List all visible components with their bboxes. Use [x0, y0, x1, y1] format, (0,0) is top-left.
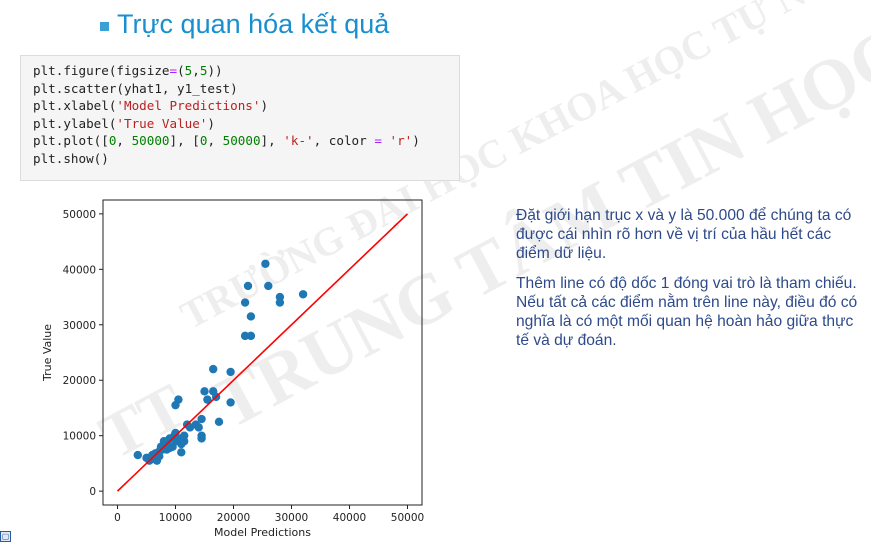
data-point: [226, 367, 235, 377]
data-point: [261, 259, 270, 268]
y-tick-label: 20000: [63, 375, 96, 387]
code-token: plt.scatter(yhat1, y1_test): [33, 80, 238, 96]
data-point: [264, 281, 273, 291]
code-token: ,: [207, 133, 223, 149]
data-point: [246, 312, 256, 321]
code-token: plt.figure(figsize: [33, 63, 170, 78]
data-point: [197, 434, 206, 443]
scatter-chart: 0 10000 20000 30000 40000 50000 0 10000 20000 300…: [41, 199, 424, 539]
code-token: plt.xlabel(: [33, 98, 117, 114]
code-token: ): [207, 115, 215, 131]
code-token: )): [207, 63, 223, 78]
bullet-icon: [100, 21, 109, 31]
code-token: 5: [199, 63, 208, 78]
code-line-3: plt.xlabel('Model Predictions'): [33, 97, 459, 115]
data-point: [203, 395, 212, 404]
code-token: (: [177, 63, 185, 78]
data-point: [240, 331, 250, 341]
data-point: [243, 281, 253, 291]
data-point: [200, 387, 209, 396]
data-point: [180, 437, 189, 446]
plot-frame: [102, 199, 423, 506]
code-token: ,: [116, 133, 132, 149]
code-token: plt.show(): [33, 150, 109, 166]
data-point: [197, 414, 206, 424]
x-tick-label: 20000: [217, 512, 250, 524]
x-tick-label: 30000: [275, 512, 308, 524]
y-tick-label: 30000: [63, 320, 96, 332]
data-point: [246, 331, 256, 341]
code-line-2: plt.scatter(yhat1, y1_test): [33, 80, 459, 98]
slide-number-icon: ▢: [0, 531, 11, 542]
y-tick-label: 50000: [63, 209, 96, 221]
data-point: [226, 398, 235, 407]
code-token: 50000: [131, 133, 170, 149]
description: Đặt giới hạn trục x và y là 50.000 để ch…: [516, 206, 861, 361]
y-tick-label: 0: [89, 486, 96, 498]
code-token: 'k-': [283, 133, 314, 149]
slide-title: Trực quan hóa kết quả: [117, 8, 390, 39]
code-token: 0: [199, 133, 208, 149]
data-point: [209, 364, 218, 374]
code-line-5: plt.plot([0, 50000], [0, 50000], 'k-', c…: [33, 132, 459, 150]
code-token: =: [374, 133, 382, 149]
code-token: ): [412, 133, 420, 149]
x-tick-label: 50000: [391, 512, 424, 524]
data-point: [298, 290, 308, 299]
code-line-1: plt.figure(figsize=(5,5)): [33, 62, 459, 80]
data-point: [133, 450, 142, 460]
y-axis-label: True Value: [41, 324, 54, 382]
code-token: ],: [260, 133, 284, 149]
data-point: [240, 298, 250, 307]
description-paragraph-1: Đặt giới hạn trục x và y là 50.000 để ch…: [516, 207, 852, 262]
code-token: =: [169, 63, 178, 78]
code-line-6: plt.show(): [33, 150, 459, 168]
description-paragraph-2: Thêm line có độ dốc 1 đóng vai trò là th…: [516, 275, 858, 349]
code-token: plt.plot([: [33, 133, 109, 149]
code-token: 'Model Predictions': [116, 98, 261, 114]
data-point: [174, 395, 183, 404]
code-token: ], [: [169, 133, 200, 149]
code-token: plt.ylabel(: [33, 115, 117, 131]
code-token: [382, 133, 390, 148]
code-token: , color: [313, 133, 375, 149]
reference-line: [116, 213, 409, 492]
x-tick-label: 0: [114, 512, 121, 524]
data-point: [194, 423, 203, 432]
code-token: 'True Value': [116, 115, 208, 131]
slide-title-row: Trực quan hóa kết quả: [100, 4, 389, 44]
code-token: 'r': [389, 133, 413, 149]
code-cell: plt.figure(figsize=(5,5)) plt.scatter(yha…: [20, 55, 460, 181]
code-token: 50000: [222, 133, 261, 149]
data-point: [275, 298, 285, 307]
code-token: 0: [108, 133, 117, 149]
code-line-4: plt.ylabel('True Value'): [33, 115, 459, 133]
y-tick-label: 10000: [63, 431, 96, 443]
x-tick-label: 40000: [333, 512, 366, 524]
code-token: ): [260, 98, 269, 114]
code-token: ,: [192, 63, 200, 78]
code-token: 5: [184, 63, 193, 78]
data-point: [156, 443, 166, 453]
x-tick-label: 10000: [159, 512, 192, 524]
x-axis-label: Model Predictions: [214, 526, 311, 539]
data-point: [214, 417, 224, 427]
y-tick-label: 40000: [63, 264, 96, 276]
data-point: [177, 448, 186, 457]
